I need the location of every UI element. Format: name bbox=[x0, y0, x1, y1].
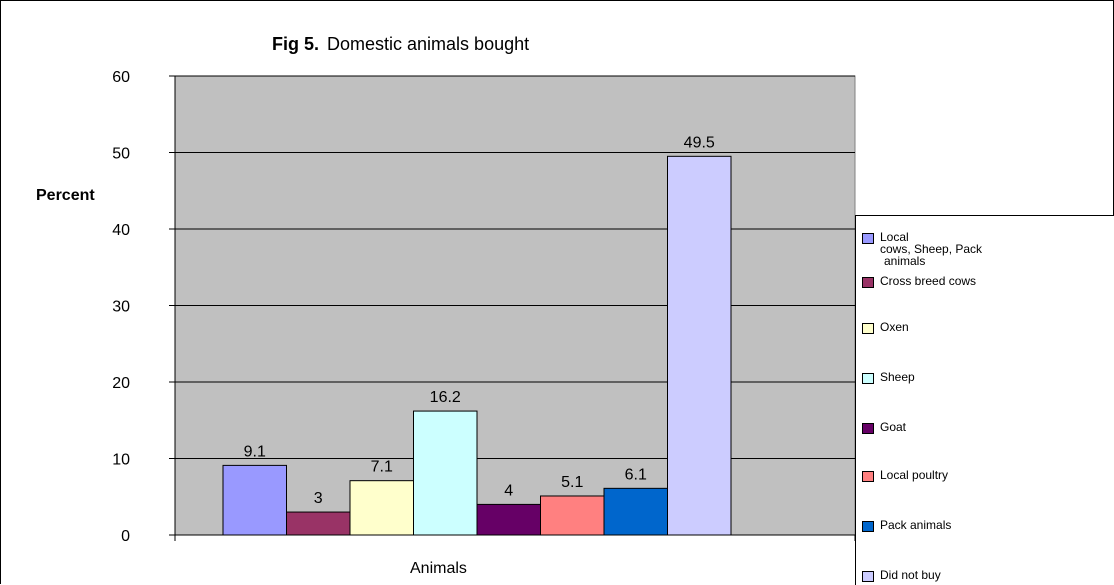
legend-swatch bbox=[862, 277, 874, 288]
data-label: 5.1 bbox=[561, 474, 583, 491]
bar bbox=[349, 480, 414, 536]
bar bbox=[222, 464, 287, 536]
chart-title-text: Domestic animals bought bbox=[327, 34, 530, 54]
legend-swatch bbox=[862, 323, 874, 334]
legend-label: Oxen bbox=[880, 320, 909, 334]
chart-title: Fig 5. Domestic animals bought bbox=[272, 34, 529, 55]
legend-item: Local poultry bbox=[862, 469, 1030, 482]
legend-label: Local poultry bbox=[880, 468, 949, 482]
data-label: 16.2 bbox=[430, 389, 461, 406]
x-axis-label: Animals bbox=[410, 560, 467, 577]
data-label: 49.5 bbox=[684, 134, 715, 151]
legend-item: Sheep bbox=[862, 371, 1030, 384]
y-tick-label: 50 bbox=[112, 146, 130, 163]
y-axis-label: Percent bbox=[36, 187, 95, 204]
y-tick-label: 30 bbox=[112, 299, 130, 316]
bar bbox=[476, 503, 541, 536]
data-label: 7.1 bbox=[371, 459, 393, 476]
legend-label: Did not buy bbox=[880, 568, 941, 582]
legend-swatch bbox=[862, 521, 874, 532]
legend-label: Sheep bbox=[880, 370, 915, 384]
legend-label: Local cows, Sheep, Pack animals bbox=[880, 230, 983, 268]
legend-swatch bbox=[862, 571, 874, 582]
legend-label: Cross breed cows bbox=[880, 274, 977, 288]
data-label: 6.1 bbox=[625, 466, 647, 483]
legend-item: Did not buy bbox=[862, 569, 1030, 582]
legend-item: Oxen bbox=[862, 321, 1030, 334]
legend-item: Local cows, Sheep, Pack animals bbox=[862, 231, 1030, 267]
data-label: 4 bbox=[504, 482, 513, 499]
bar bbox=[667, 155, 732, 536]
legend-item: Pack animals bbox=[862, 519, 1030, 532]
bar bbox=[603, 487, 668, 536]
bar bbox=[286, 511, 351, 536]
legend-swatch bbox=[862, 423, 874, 434]
legend-item: Goat bbox=[862, 421, 1030, 434]
y-tick-label: 20 bbox=[112, 375, 130, 392]
legend-label: Pack animals bbox=[880, 518, 952, 532]
y-tick-label: 10 bbox=[112, 452, 130, 469]
bar bbox=[413, 410, 478, 536]
y-tick-label: 0 bbox=[121, 528, 130, 545]
legend-label: Goat bbox=[880, 420, 907, 434]
bar bbox=[540, 495, 605, 536]
legend-swatch bbox=[862, 373, 874, 384]
data-label: 9.1 bbox=[244, 443, 266, 460]
data-label: 3 bbox=[314, 490, 323, 507]
chart-legend: Local cows, Sheep, Pack animals Cross bree… bbox=[855, 215, 1114, 585]
legend-item: Cross breed cows bbox=[862, 275, 1030, 288]
y-tick-label: 40 bbox=[112, 222, 130, 239]
y-tick-label: 60 bbox=[112, 69, 130, 86]
legend-swatch bbox=[862, 471, 874, 482]
chart-title-prefix: Fig 5. bbox=[272, 34, 320, 54]
legend-swatch bbox=[862, 233, 874, 244]
